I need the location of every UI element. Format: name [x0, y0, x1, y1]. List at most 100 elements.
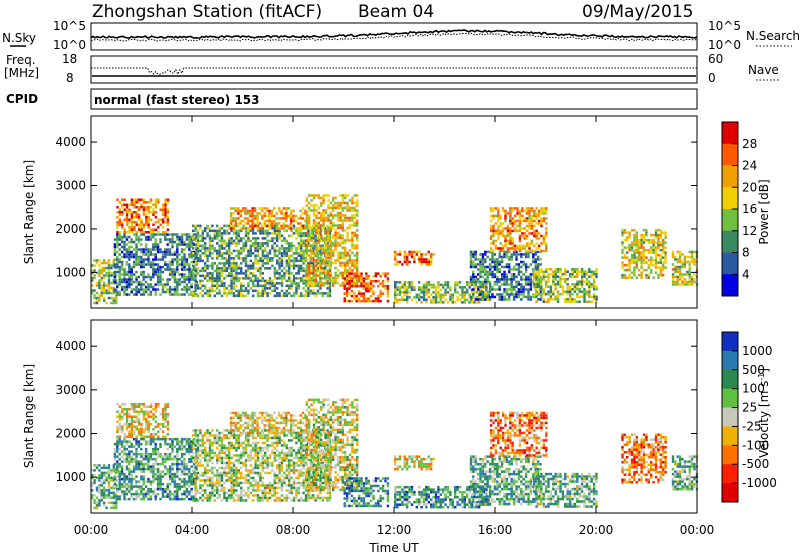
- data-cell: [497, 247, 500, 250]
- data-cell: [524, 253, 528, 256]
- data-cell: [100, 484, 103, 487]
- data-cell: [204, 277, 207, 280]
- data-cell: [230, 262, 233, 265]
- data-cell: [564, 298, 567, 301]
- data-cell: [688, 265, 691, 269]
- data-cell: [185, 268, 189, 271]
- data-cell: [266, 294, 269, 298]
- data-cell: [503, 295, 506, 299]
- data-cell: [576, 280, 579, 283]
- data-cell: [474, 283, 477, 286]
- data-cell: [161, 290, 165, 294]
- data-cell: [254, 232, 257, 235]
- data-cell: [183, 460, 186, 463]
- data-cell: [247, 269, 250, 273]
- data-cell: [188, 457, 191, 461]
- data-cell: [159, 452, 162, 456]
- data-cell: [386, 277, 390, 280]
- data-cell: [309, 289, 312, 293]
- data-cell: [213, 289, 216, 293]
- data-cell: [266, 267, 269, 270]
- data-cell: [410, 250, 414, 254]
- data-cell: [498, 263, 501, 266]
- data-cell: [144, 495, 148, 498]
- data-cell: [194, 289, 197, 293]
- data-cell: [693, 260, 696, 264]
- data-cell: [120, 288, 124, 291]
- data-cell: [458, 281, 462, 284]
- data-cell: [147, 455, 150, 458]
- data-cell: [369, 294, 373, 298]
- data-cell: [576, 275, 579, 278]
- data-cell: [297, 287, 300, 290]
- data-cell: [430, 286, 433, 289]
- data-cell: [316, 232, 320, 235]
- data-cell: [142, 487, 145, 491]
- data-cell: [216, 277, 219, 280]
- data-cell: [413, 296, 416, 299]
- data-cell: [93, 289, 96, 292]
- data-cell: [263, 212, 266, 215]
- data-cell: [351, 214, 354, 217]
- data-cell: [185, 285, 189, 289]
- data-cell: [149, 248, 153, 251]
- data-cell: [154, 462, 157, 466]
- data-cell: [147, 442, 150, 446]
- data-cell: [640, 263, 643, 267]
- data-cell: [116, 285, 119, 289]
- data-cell: [261, 207, 264, 210]
- data-cell: [213, 229, 216, 233]
- data-cell: [242, 237, 245, 240]
- data-cell: [156, 447, 160, 451]
- data-cell: [140, 206, 143, 209]
- data-cell: [535, 290, 538, 293]
- data-cell: [116, 260, 119, 264]
- data-cell: [408, 291, 411, 294]
- data-cell: [633, 261, 636, 264]
- data-cell: [156, 437, 160, 441]
- data-cell: [353, 297, 356, 300]
- data-cell: [135, 260, 138, 264]
- data-cell: [420, 258, 423, 261]
- data-cell: [135, 211, 138, 214]
- data-cell: [254, 267, 257, 270]
- data-cell: [297, 284, 300, 288]
- data-cell: [504, 217, 507, 220]
- data-cell: [468, 301, 471, 304]
- data-cell: [406, 301, 409, 304]
- data-cell: [580, 278, 584, 281]
- data-cell: [642, 238, 646, 242]
- data-cell: [125, 460, 129, 463]
- data-cell: [168, 482, 172, 486]
- data-cell: [225, 294, 228, 298]
- data-cell: [154, 437, 157, 441]
- data-cell: [228, 264, 231, 268]
- data-cell: [475, 286, 478, 289]
- data-cell: [532, 258, 535, 261]
- data-cell: [190, 490, 193, 493]
- data-cell: [230, 277, 233, 280]
- cpid-label: CPID: [6, 92, 38, 106]
- data-cell: [140, 487, 143, 491]
- data-cell: [91, 469, 94, 472]
- data-cell: [280, 274, 284, 278]
- data-cell: [100, 474, 103, 477]
- data-cell: [235, 267, 238, 270]
- data-cell: [173, 472, 177, 476]
- data-cell: [297, 247, 300, 250]
- data-cell: [427, 288, 430, 292]
- data-cell: [489, 209, 493, 213]
- data-cell: [168, 472, 172, 476]
- data-cell: [190, 238, 193, 241]
- data-cell: [156, 270, 160, 274]
- data-cell: [444, 281, 447, 284]
- data-cell: [176, 248, 179, 251]
- data-cell: [292, 292, 296, 295]
- data-cell: [576, 273, 579, 276]
- data-cell: [259, 284, 262, 288]
- data-cell: [343, 277, 346, 280]
- data-cell: [499, 222, 502, 225]
- data-cell: [161, 457, 165, 461]
- data-cell: [144, 462, 148, 466]
- data-cell: [100, 471, 103, 475]
